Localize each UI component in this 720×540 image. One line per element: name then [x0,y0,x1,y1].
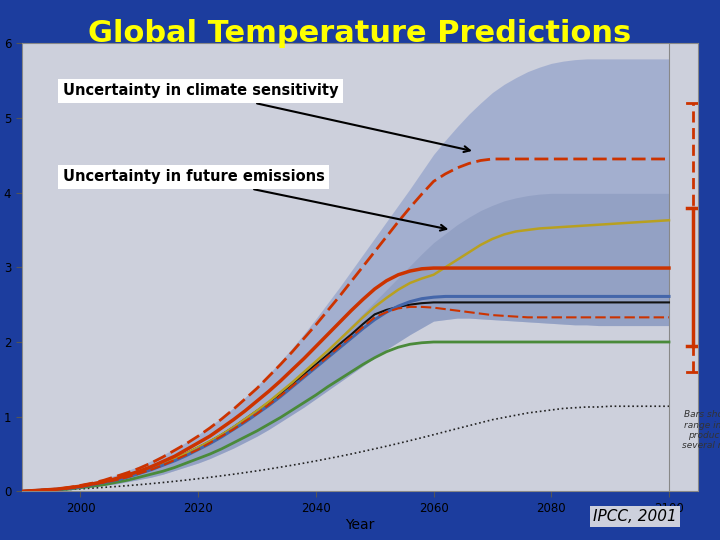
X-axis label: Year: Year [346,518,374,531]
Text: IPCC, 2001: IPCC, 2001 [593,509,677,524]
Text: Uncertainty in future emissions: Uncertainty in future emissions [63,170,446,231]
Text: Global Temperature Predictions: Global Temperature Predictions [89,19,631,48]
Y-axis label: Temperature change (°C): Temperature change (°C) [0,188,1,347]
Text: Bars show the
range in 2100
produced by
several models: Bars show the range in 2100 produced by … [682,410,720,450]
Text: Uncertainty in climate sensitivity: Uncertainty in climate sensitivity [63,84,469,152]
